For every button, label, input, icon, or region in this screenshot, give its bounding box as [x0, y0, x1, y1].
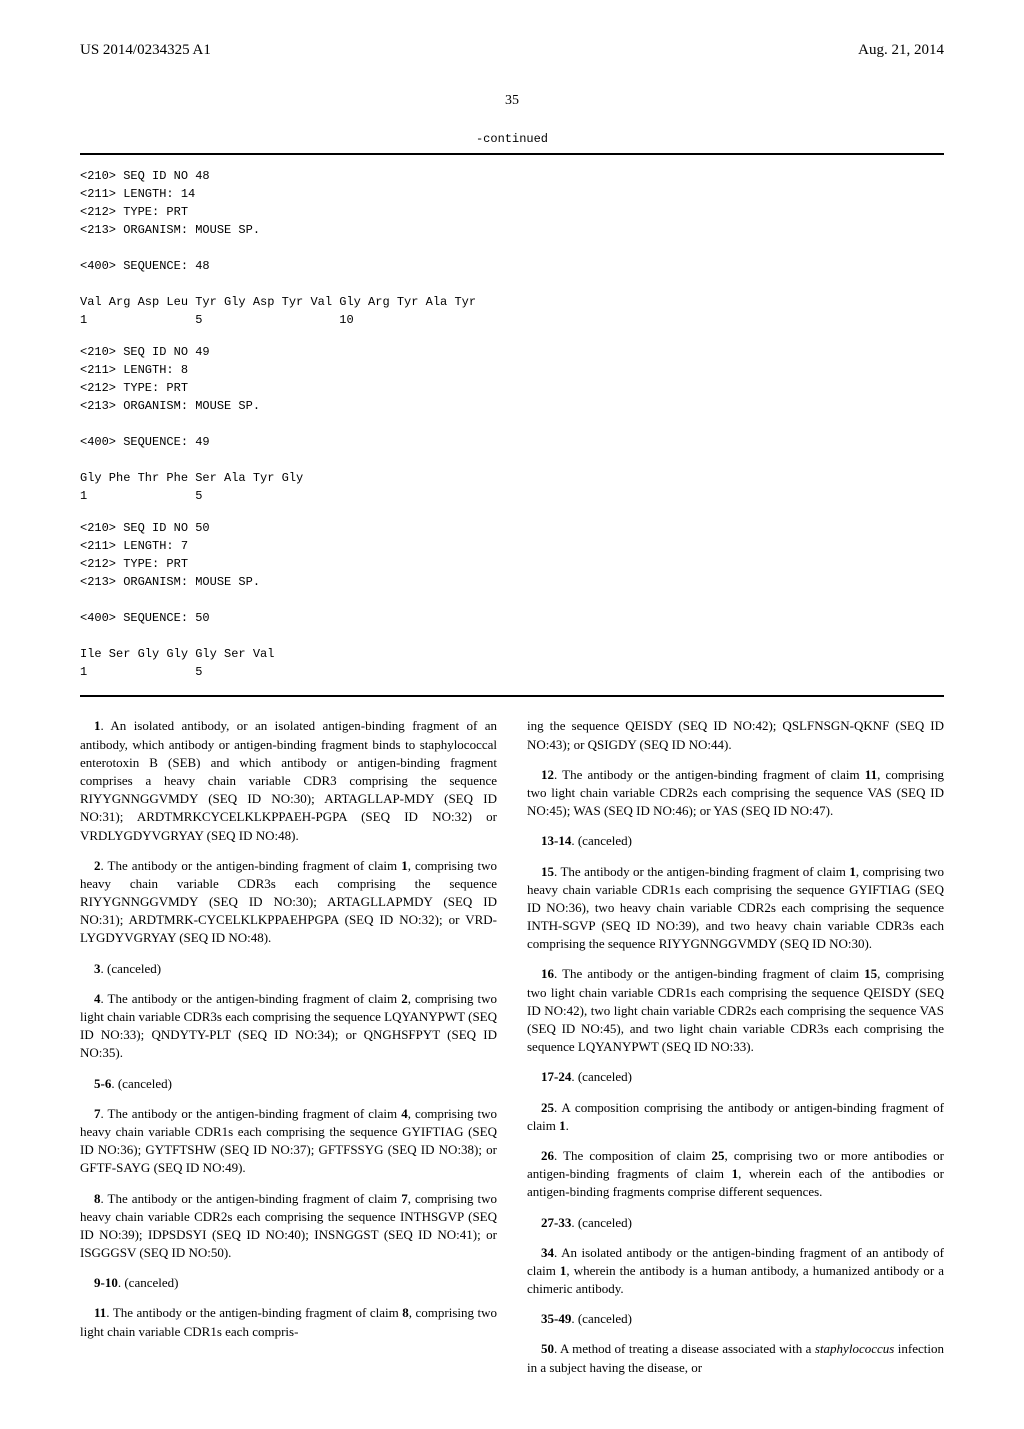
claim: 17-24. (canceled) [527, 1068, 944, 1086]
claim: 7. The antibody or the antigen-binding f… [80, 1105, 497, 1178]
claim: 11. The antibody or the antigen-binding … [80, 1304, 497, 1340]
page-header: US 2014/0234325 A1 Aug. 21, 2014 [80, 40, 944, 61]
continued-label: -continued [80, 131, 944, 148]
claim: 4. The antibody or the antigen-binding f… [80, 990, 497, 1063]
page-number: 35 [80, 91, 944, 111]
claim: 26. The composition of claim 25, compris… [527, 1147, 944, 1202]
claim-number: 13-14 [541, 833, 571, 848]
claim-number: 9-10 [94, 1275, 118, 1290]
claim-number: 12 [541, 767, 554, 782]
claim: 8. The antibody or the antigen-binding f… [80, 1190, 497, 1263]
claim-number: 17-24 [541, 1069, 571, 1084]
claim: 16. The antibody or the antigen-binding … [527, 965, 944, 1056]
claim-number: 5-6 [94, 1076, 111, 1091]
italic-term: staphylococcus [815, 1341, 894, 1356]
claim-number: 16 [541, 966, 554, 981]
claim: 50. A method of treating a disease assoc… [527, 1340, 944, 1376]
bottom-rule [80, 695, 944, 697]
claim: 25. A composition comprising the antibod… [527, 1099, 944, 1135]
claim-number: 26 [541, 1148, 554, 1163]
claim: 12. The antibody or the antigen-binding … [527, 766, 944, 821]
publication-number: US 2014/0234325 A1 [80, 40, 211, 61]
claim-number: 11 [94, 1305, 106, 1320]
claim: 35-49. (canceled) [527, 1310, 944, 1328]
sequence-block: <210> SEQ ID NO 50 <211> LENGTH: 7 <212>… [80, 519, 944, 681]
claim-number: 15 [541, 864, 554, 879]
claim: 5-6. (canceled) [80, 1075, 497, 1093]
claim: 13-14. (canceled) [527, 832, 944, 850]
claim-number: 50 [541, 1341, 554, 1356]
claims-column-right: ing the sequence QEISDY (SEQ ID NO:42); … [527, 717, 944, 1388]
claim: 1. An isolated antibody, or an isolated … [80, 717, 497, 844]
top-rule [80, 153, 944, 155]
claim: 27-33. (canceled) [527, 1214, 944, 1232]
claims-column-left: 1. An isolated antibody, or an isolated … [80, 717, 497, 1388]
sequence-listing: <210> SEQ ID NO 48 <211> LENGTH: 14 <212… [80, 167, 944, 681]
claim: 2. The antibody or the antigen-binding f… [80, 857, 497, 948]
sequence-block: <210> SEQ ID NO 48 <211> LENGTH: 14 <212… [80, 167, 944, 329]
claim-number: 25 [541, 1100, 554, 1115]
claim: 15. The antibody or the antigen-binding … [527, 863, 944, 954]
claim-number: 34 [541, 1245, 554, 1260]
sequence-block: <210> SEQ ID NO 49 <211> LENGTH: 8 <212>… [80, 343, 944, 505]
claim-number: 35-49 [541, 1311, 571, 1326]
claim: 9-10. (canceled) [80, 1274, 497, 1292]
claim-number: 27-33 [541, 1215, 571, 1230]
claim: 34. An isolated antibody or the antigen-… [527, 1244, 944, 1299]
publication-date: Aug. 21, 2014 [858, 40, 944, 61]
claim: 3. (canceled) [80, 960, 497, 978]
claim: ing the sequence QEISDY (SEQ ID NO:42); … [527, 717, 944, 753]
claims-columns: 1. An isolated antibody, or an isolated … [80, 717, 944, 1388]
